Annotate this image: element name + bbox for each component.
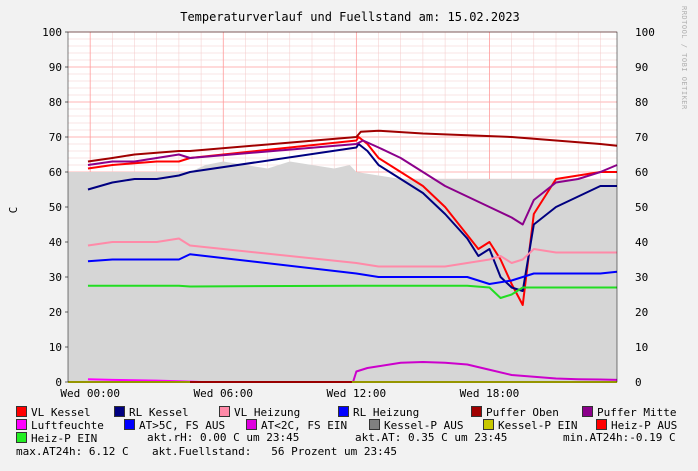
y-tick-label-right: 80: [635, 96, 648, 109]
y-tick-label-right: 40: [635, 236, 648, 249]
y-tick-label: 60: [49, 166, 62, 179]
y-tick-label: 70: [49, 131, 62, 144]
y-tick-label: 80: [49, 96, 62, 109]
y-tick-label: 30: [49, 271, 62, 284]
series-vl-kessel: [87, 136, 617, 306]
series-puffer-oben: [87, 129, 618, 163]
y-tick-label-right: 0: [635, 376, 642, 389]
x-tick-label: Wed 06:00: [193, 387, 253, 400]
watermark: RRDTOOL / TOBI OETIKER: [680, 6, 688, 110]
series-vl-heizung: [87, 237, 617, 268]
y-tick-label: 90: [49, 61, 62, 74]
series-rl-kessel: [87, 143, 617, 292]
y-tick-label: 0: [55, 376, 62, 389]
plot-area: [67, 31, 618, 383]
y-tick-label: 10: [49, 341, 62, 354]
y-tick-label-right: 50: [635, 201, 648, 214]
chart-title: Temperaturverlauf und Fuellstand am: 15.…: [180, 10, 520, 24]
y-tick-label-right: 60: [635, 166, 648, 179]
y-tick-label-right: 100: [635, 26, 655, 39]
y-axis-left: 0 10 20 30 40 50 60 70 80 90 100: [42, 26, 68, 389]
series-at-2c-fs-ein: [352, 361, 618, 383]
series-rl-heizung: [87, 253, 618, 285]
y-tick-label-right: 10: [635, 341, 648, 354]
y-tick-label: 100: [42, 26, 62, 39]
y-tick-label: 50: [49, 201, 62, 214]
y-axis-right: 0 10 20 30 40 50 60 70 80 90 100: [635, 26, 655, 389]
x-tick-label: Wed 00:00: [60, 387, 120, 400]
y-tick-label-right: 70: [635, 131, 648, 144]
y-tick-label-right: 90: [635, 61, 648, 74]
y-axis-label: C: [7, 207, 20, 214]
x-tick-label: Wed 12:00: [327, 387, 387, 400]
y-tick-label: 40: [49, 236, 62, 249]
x-axis: Wed 00:00 Wed 06:00 Wed 12:00 Wed 18:00: [60, 387, 519, 400]
series-puffer-mitte: [87, 139, 618, 226]
series-heiz-p-ein: [87, 284, 617, 299]
x-tick-label: Wed 18:00: [460, 387, 520, 400]
y-tick-label-right: 20: [635, 306, 648, 319]
y-tick-label: 20: [49, 306, 62, 319]
y-tick-label-right: 30: [635, 271, 648, 284]
